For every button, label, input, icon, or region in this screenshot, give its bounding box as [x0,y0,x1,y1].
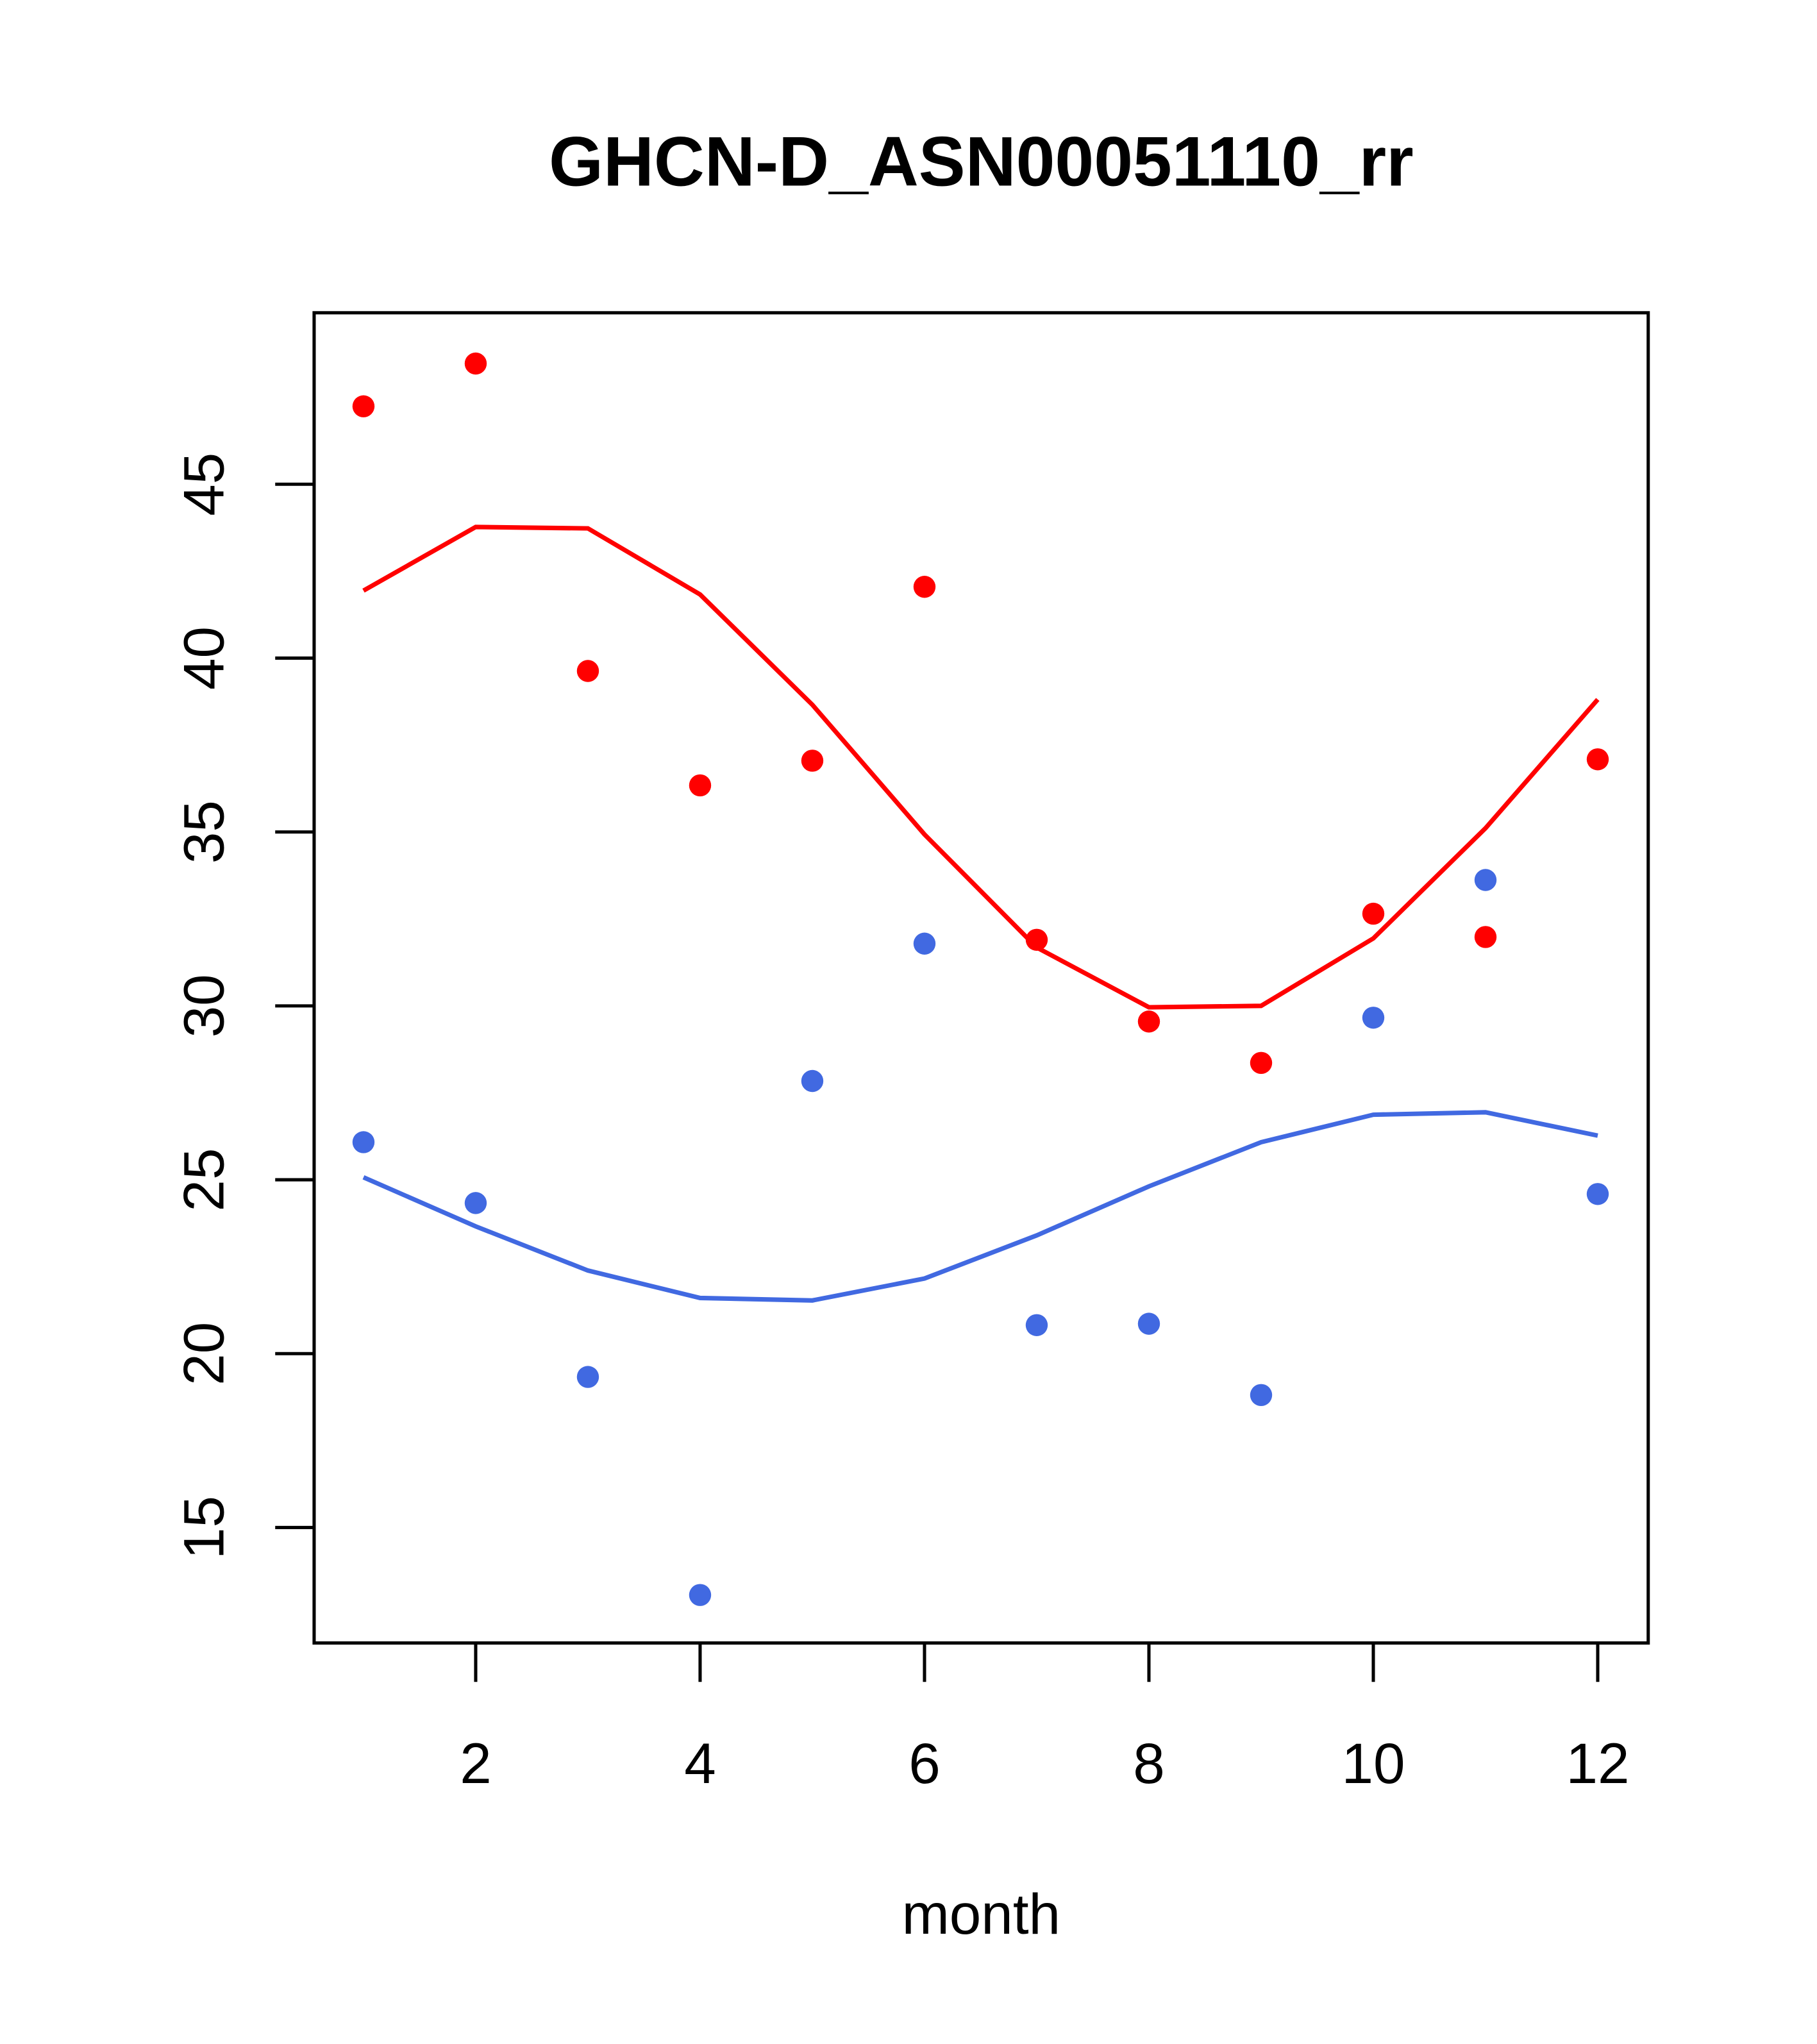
data-point [1025,928,1048,951]
series-line [362,1110,1598,1303]
x-tick-label: 6 [908,1731,941,1795]
y-tick-label: 20 [171,1322,235,1386]
data-point [1137,1312,1160,1335]
y-tick-label: 40 [171,626,235,690]
data-point [801,750,824,772]
x-tick-label: 12 [1566,1731,1629,1795]
x-tick-label: 2 [460,1731,492,1795]
data-point [1362,902,1385,925]
y-tick-label: 45 [171,453,235,516]
y-tick-label: 30 [171,974,235,1037]
data-point [1586,748,1609,771]
series-line [362,524,1600,1010]
x-tick-label: 10 [1341,1731,1405,1795]
data-point [801,1069,824,1093]
data-point [689,774,712,797]
data-point [1586,1183,1609,1205]
data-point [576,1366,599,1388]
x-tick-label: 4 [684,1731,716,1795]
data-point [1474,869,1497,891]
data-point [913,576,936,598]
data-point [1025,1314,1048,1336]
plot-marks [352,352,1609,1606]
data-point [1250,1384,1273,1407]
data-point [352,1131,375,1153]
data-point [913,932,936,955]
chart-title: GHCN-D_ASN00051110_rr [549,122,1414,201]
x-axis-label: month [902,1882,1061,1946]
y-tick-label: 35 [171,800,235,864]
data-point [689,1584,712,1606]
y-tick-label: 15 [171,1496,235,1559]
data-point [1362,1007,1385,1029]
data-point [1250,1051,1273,1075]
x-axis: 2 4 6 8 10 12 [460,1643,1630,1795]
y-axis: 15 20 25 30 35 40 45 [171,453,314,1559]
data-point [1474,926,1497,948]
x-tick-label: 8 [1133,1731,1165,1795]
plot-frame [312,311,1650,1645]
data-point [464,352,487,375]
y-tick-label: 25 [171,1148,235,1212]
data-point [464,1192,487,1214]
data-point [576,660,599,682]
data-point [1137,1010,1160,1033]
data-point [352,395,375,417]
